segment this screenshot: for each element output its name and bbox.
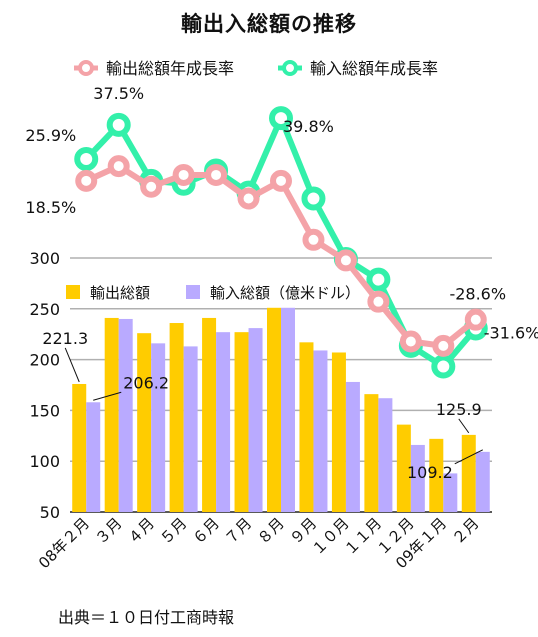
- bar-export: [202, 317, 217, 512]
- source-note: 出典＝１０日付工商時報: [58, 608, 235, 627]
- point-export-growth: [270, 169, 292, 192]
- data-label: 39.8%: [283, 117, 334, 136]
- data-label: 25.9%: [25, 126, 76, 145]
- point-export-growth: [432, 334, 455, 357]
- point-export-growth: [237, 187, 260, 210]
- point-export-growth: [334, 249, 357, 272]
- point-export-growth: [302, 228, 325, 251]
- y-tick-label: 250: [29, 300, 60, 319]
- point-export-growth: [367, 290, 390, 313]
- y-tick-label: 300: [29, 249, 60, 268]
- legend-label: 輸入総額（億米ドル）: [210, 284, 360, 302]
- label-leader: [64, 347, 80, 383]
- x-tick-label: ２月: [449, 514, 483, 548]
- bar-export: [461, 434, 476, 512]
- y-tick-label: 150: [29, 401, 60, 420]
- bar-export: [234, 332, 249, 512]
- data-label: 125.9: [436, 400, 482, 419]
- point-import-growth: [74, 147, 99, 172]
- point-export-growth: [399, 330, 422, 353]
- legend-bar-swatch: [66, 285, 80, 299]
- bar-import: [216, 332, 231, 512]
- bar-export: [396, 424, 411, 512]
- bar-import: [118, 318, 133, 512]
- x-tick-label: ５月: [156, 514, 190, 548]
- legend-label: 輸出総額年成長率: [106, 59, 234, 78]
- point-import-growth: [106, 112, 131, 137]
- data-label: -28.6%: [449, 285, 506, 304]
- bar-import: [183, 346, 198, 512]
- x-tick-label: ３月: [92, 514, 126, 548]
- bar-export: [169, 323, 184, 512]
- bar-export: [364, 394, 379, 512]
- legend-label: 輸出総額: [90, 284, 150, 302]
- point-export-growth: [464, 308, 487, 331]
- bar-import: [248, 328, 263, 512]
- legend-label: 輸入総額年成長率: [310, 59, 438, 78]
- point-export-growth: [205, 163, 228, 186]
- label-leader: [454, 449, 483, 465]
- y-tick-label: 50: [40, 503, 60, 522]
- bar-import: [475, 451, 490, 512]
- x-tick-label: ７月: [221, 514, 255, 548]
- bar-import: [443, 473, 458, 512]
- bar-import: [281, 307, 295, 512]
- bar-import: [313, 350, 328, 512]
- chart-title: 輸出入総額の推移: [181, 12, 357, 36]
- bar-import: [378, 398, 393, 512]
- bar-import: [410, 444, 425, 512]
- data-label: 109.2: [407, 463, 453, 482]
- data-label: -31.6%: [484, 324, 538, 343]
- legend-bar-swatch: [186, 285, 200, 299]
- data-label: 221.3: [42, 329, 88, 348]
- point-export-growth: [172, 163, 195, 186]
- bar-export: [104, 317, 119, 512]
- legend-marker: [78, 60, 94, 76]
- x-tick-label: ４月: [124, 514, 158, 548]
- bar-export: [267, 307, 281, 512]
- legend-marker: [282, 60, 298, 76]
- point-export-growth: [75, 169, 98, 192]
- bar-export: [429, 438, 444, 512]
- bar-export: [72, 383, 87, 512]
- data-label: 37.5%: [93, 84, 144, 103]
- bar-import: [345, 381, 360, 512]
- label-leader: [458, 418, 470, 434]
- point-import-growth: [366, 267, 391, 292]
- point-export-growth: [140, 175, 163, 198]
- bar-export: [299, 342, 314, 512]
- point-import-growth: [269, 106, 293, 131]
- y-tick-label: 100: [29, 452, 60, 471]
- bar-import: [86, 402, 101, 512]
- x-tick-label: ８月: [254, 514, 288, 548]
- data-label: 206.2: [123, 373, 169, 392]
- label-leader: [93, 391, 122, 401]
- point-import-growth: [431, 354, 456, 379]
- point-import-growth: [301, 186, 326, 211]
- y-tick-label: 200: [29, 351, 60, 370]
- x-tick-label: 08年２月: [35, 514, 93, 572]
- bar-import: [151, 343, 166, 512]
- point-export-growth: [107, 155, 130, 178]
- bar-export: [137, 333, 152, 512]
- bar-export: [331, 352, 346, 512]
- data-label: 18.5%: [25, 198, 76, 217]
- x-tick-label: ６月: [189, 514, 223, 548]
